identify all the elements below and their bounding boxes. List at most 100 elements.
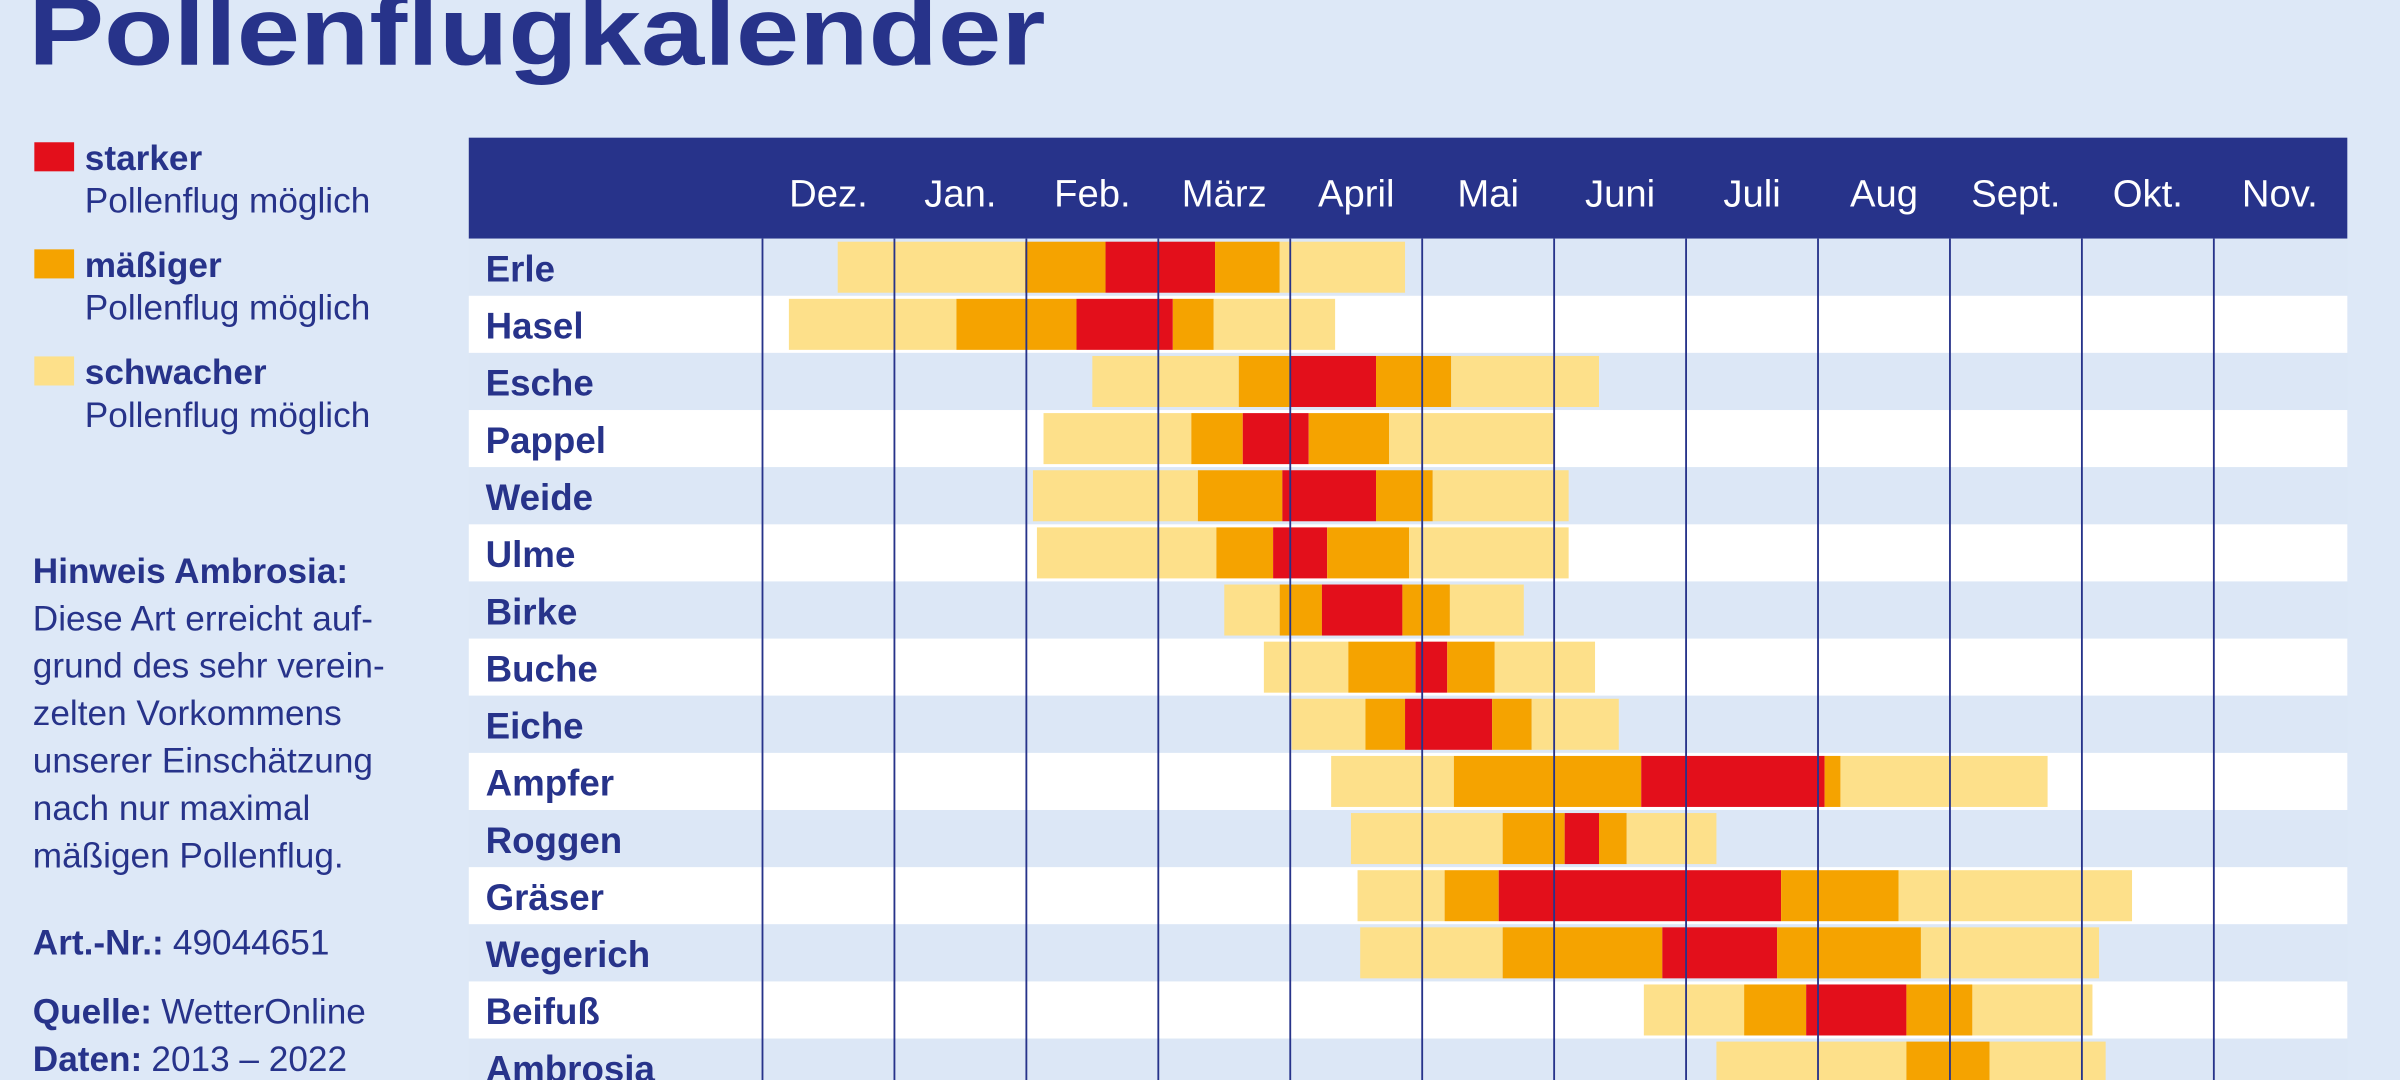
pollen-segment	[1432, 470, 1569, 522]
legend-swatch	[34, 249, 75, 279]
legend-label: mäßiger	[85, 246, 222, 285]
pollen-segment	[1172, 298, 1214, 350]
pollen-segment	[1898, 870, 2133, 922]
month-label: Aug	[1850, 173, 1918, 216]
pollen-segment	[837, 241, 1026, 293]
pollen-segment	[1273, 527, 1328, 579]
row-label: Beifuß	[486, 991, 600, 1032]
pollen-segment	[1405, 698, 1493, 750]
pollen-segment	[1389, 413, 1555, 465]
pollen-segment	[1447, 641, 1495, 693]
pollen-segment	[1348, 641, 1416, 693]
month-label: Juli	[1723, 173, 1780, 216]
row-label: Esche	[486, 363, 594, 404]
pollen-segment	[1492, 698, 1532, 750]
pollen-segment	[1282, 470, 1377, 522]
pollen-segment	[1215, 241, 1280, 293]
info-line: Art.-Nr.: 49044651	[33, 924, 330, 963]
pollen-segment	[1076, 298, 1173, 350]
row-label: Pappel	[486, 420, 606, 461]
pollen-segment	[1032, 470, 1198, 522]
pollen-segment	[1744, 984, 1807, 1036]
row-background	[468, 238, 2348, 296]
month-label: Mai	[1457, 173, 1519, 216]
row-label: Erle	[486, 248, 555, 289]
note-line: nach nur maximal	[33, 789, 311, 828]
info-value: 2013 – 2022	[151, 1040, 347, 1079]
row-label: Birke	[486, 591, 578, 632]
pollen-segment	[1357, 870, 1445, 922]
pollen-segment	[1824, 755, 1841, 807]
pollen-segment	[1290, 355, 1377, 407]
info-label: Quelle:	[33, 992, 152, 1031]
pollen-segment	[1409, 527, 1569, 579]
pollen-segment	[788, 298, 957, 350]
pollen-segment	[1989, 1041, 2106, 1080]
info-label: Art.-Nr.:	[33, 924, 164, 963]
pollen-segment	[956, 298, 1077, 350]
pollen-segment	[1327, 527, 1410, 579]
pollen-segment	[1643, 984, 1745, 1036]
pollen-segment	[1191, 413, 1243, 465]
pollen-segment	[1840, 755, 2048, 807]
row-label: Buche	[486, 648, 598, 689]
pollen-segment	[1331, 755, 1454, 807]
note-line: Diese Art erreicht auf-	[33, 599, 373, 638]
pollen-segment	[1502, 813, 1565, 865]
pollen-segment	[1402, 584, 1450, 636]
month-label: Jan.	[924, 173, 996, 216]
row-label: Roggen	[486, 820, 623, 861]
legend-swatch	[34, 142, 75, 172]
note-line: unserer Einschätzung	[33, 742, 373, 781]
note-line: zelten Vorkommens	[33, 694, 342, 733]
pollen-segment	[1350, 813, 1503, 865]
pollen-segment	[1906, 984, 1973, 1036]
pollen-segment	[1365, 698, 1406, 750]
legend-swatch	[34, 356, 75, 386]
pollen-segment	[1781, 870, 1899, 922]
legend-text: Pollenflug möglich	[85, 289, 370, 328]
info-line: Daten: 2013 – 2022	[33, 1040, 347, 1079]
pollen-segment	[1531, 698, 1619, 750]
pollen-segment	[1216, 527, 1274, 579]
legend-label: schwacher	[85, 353, 267, 392]
row-label: Hasel	[486, 306, 584, 347]
month-label: Feb.	[1054, 173, 1131, 216]
row-label: Ampfer	[486, 763, 614, 804]
month-label: April	[1318, 173, 1395, 216]
pollen-segment	[1376, 470, 1433, 522]
pollen-segment	[1502, 927, 1663, 979]
pollen-segment	[1494, 641, 1596, 693]
pollen-segment	[1291, 698, 1366, 750]
chart-title: Pollenflugkalender	[28, 0, 1045, 85]
pollen-segment	[1308, 413, 1390, 465]
row-label: Wegerich	[486, 934, 651, 975]
row-label: Ambrosia	[486, 1048, 656, 1080]
pollen-segment	[1279, 584, 1322, 636]
pollen-segment	[1321, 584, 1403, 636]
note-line: mäßigen Pollenflug.	[33, 836, 344, 875]
pollen-segment	[1972, 984, 2093, 1036]
note-title: Hinweis Ambrosia:	[33, 552, 348, 591]
info-value: WetterOnline	[161, 992, 366, 1031]
pollen-segment	[1224, 584, 1280, 636]
pollen-segment	[1279, 241, 1406, 293]
pollen-segment	[1906, 1041, 1990, 1080]
pollen-segment	[1598, 813, 1627, 865]
month-label: Sept.	[1971, 173, 2060, 216]
pollen-segment	[1043, 413, 1192, 465]
row-background	[468, 295, 2348, 353]
pollen-segment	[1777, 927, 1921, 979]
pollen-segment	[1920, 927, 2100, 979]
pollen-segment	[1451, 355, 1599, 407]
pollen-segment	[1376, 355, 1452, 407]
legend-text: Pollenflug möglich	[85, 396, 370, 435]
pollen-segment	[1036, 527, 1217, 579]
row-label: Ulme	[486, 534, 576, 575]
pollen-segment	[1197, 470, 1283, 522]
pollen-segment	[1242, 413, 1309, 465]
info-label: Daten:	[33, 1040, 142, 1079]
month-label: Dez.	[789, 173, 868, 216]
